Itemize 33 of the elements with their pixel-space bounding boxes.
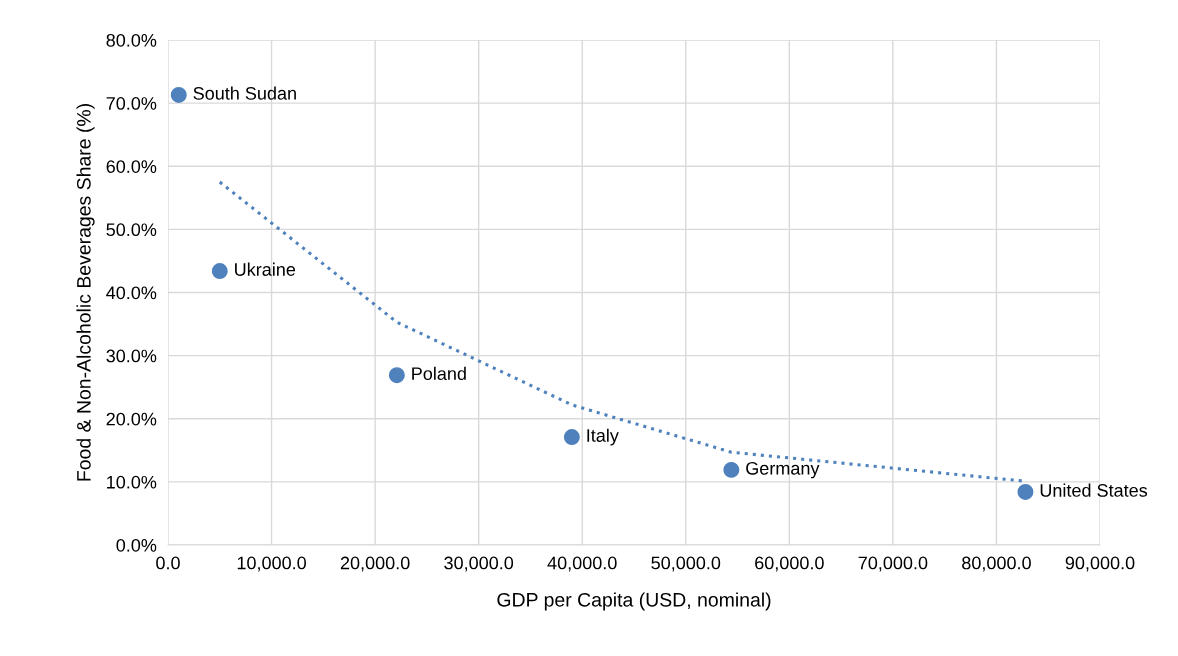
x-tick-label: 80,000.0 [962, 556, 1031, 572]
x-tick-label: 30,000.0 [444, 556, 514, 572]
y-tick-label: 10.0% [107, 475, 157, 489]
x-tick-label: 60,000.0 [755, 556, 824, 572]
y-tick-label: 40.0% [106, 286, 157, 300]
x-tick-label: 40,000.0 [547, 556, 617, 572]
annotation: Ukraine [235, 262, 296, 276]
x-axis-title: GDP per Capita (USD, nominal) [497, 592, 771, 611]
point [388, 367, 405, 384]
y-tick-label: 80.0% [106, 33, 157, 47]
annotation: Poland [412, 366, 466, 381]
y-axis-title: Food & Non-Alcoholic Beverages Share (%) [76, 104, 95, 481]
y-tick-label: 0.0% [116, 538, 157, 552]
y-tick-label: 50.0% [106, 223, 157, 237]
y-tick-label: 20.0% [106, 412, 157, 426]
annotation: South Sudan [193, 86, 296, 100]
x-tick-label: 0.0 [156, 556, 180, 570]
point [723, 461, 740, 478]
y-tick-label: 70.0% [106, 97, 157, 110]
x-tick-label: 70,000.0 [858, 556, 928, 572]
x-tick-label: 90,000.0 [1065, 556, 1135, 572]
annotation: United States [1040, 483, 1148, 497]
annotation: Germany [746, 461, 820, 479]
point [563, 429, 580, 446]
x-tick-label: 10,000.0 [237, 556, 306, 572]
annotation: Italy [587, 428, 619, 446]
y-tick-label: 60.0% [106, 160, 157, 173]
point [170, 86, 187, 103]
y-tick-label: 30.0% [106, 349, 157, 363]
x-tick-label: 20,000.0 [340, 556, 410, 572]
x-tick-label: 50,000.0 [651, 556, 721, 572]
point [1017, 483, 1034, 500]
point [211, 263, 228, 280]
